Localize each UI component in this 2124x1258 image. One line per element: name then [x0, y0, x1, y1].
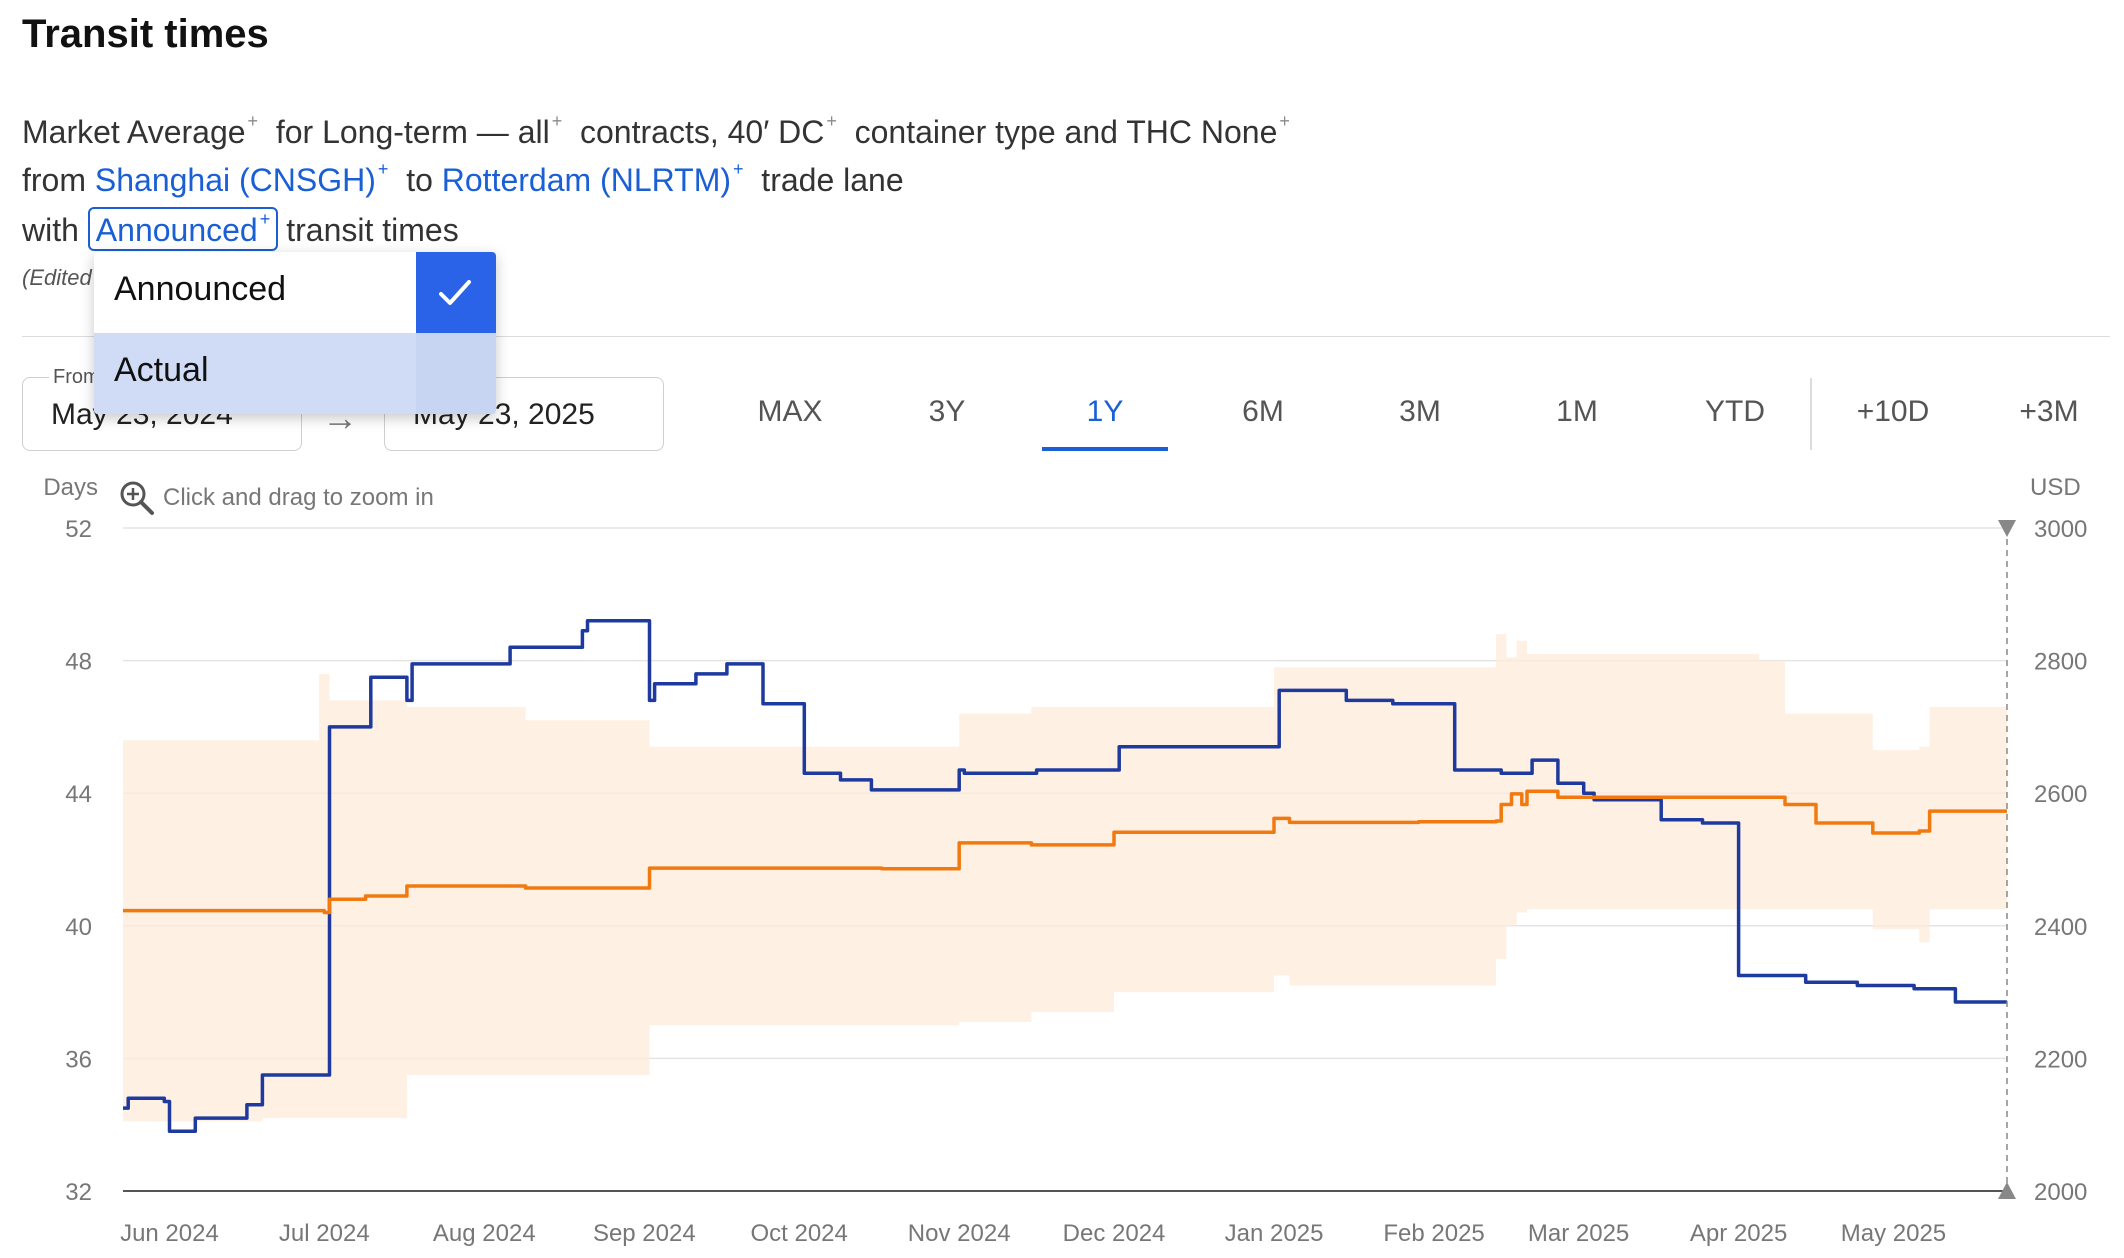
y-left-tick-label: 44 — [65, 781, 92, 808]
x-tick-label: Jul 2024 — [279, 1220, 370, 1247]
option-label: Actual — [114, 351, 209, 389]
plus-icon: + — [1279, 111, 1290, 131]
y-right-tick-label: 3000 — [2034, 516, 2087, 543]
from-label: from — [22, 162, 86, 198]
forecast-tab-3m[interactable]: +3M — [2019, 395, 2079, 428]
date-to-field[interactable]: May 23, 2025 — [384, 377, 664, 451]
thc-selector[interactable]: None + — [1200, 111, 1290, 150]
y-right-tick-label: 2200 — [2034, 1046, 2087, 1073]
with-label: with — [22, 212, 79, 248]
description-line-1: Market Average + for Long-term — all + con… — [22, 111, 1290, 151]
y-left-tick-label: 32 — [65, 1179, 92, 1206]
x-tick-label: Jan 2025 — [1225, 1220, 1324, 1247]
container-selector[interactable]: 40′ DC + — [727, 111, 837, 150]
option-checkbox-checked[interactable] — [416, 252, 496, 333]
y-right-tick-label: 2400 — [2034, 914, 2087, 941]
y-left-tick-label: 48 — [65, 649, 92, 676]
date-from-caption: From — [49, 366, 104, 389]
page-title: Transit times — [22, 12, 269, 56]
y-right-tick-label: 2600 — [2034, 781, 2087, 808]
forecast-tab-10d[interactable]: +10D — [1856, 395, 1930, 428]
range-tab-3m[interactable]: 3M — [1399, 395, 1441, 428]
plus-icon: + — [377, 159, 389, 179]
zoom-hint: Click and drag to zoom in — [120, 481, 434, 515]
zoom-hint-text: Click and drag to zoom in — [163, 484, 434, 511]
axis-layer: 52 48 44 40 36 32 3000 2800 2600 2400 2200 2000 Days… — [43, 474, 2087, 1247]
y-right-axis-label: USD — [2030, 474, 2081, 501]
average-selector[interactable]: Average + — [126, 111, 259, 150]
divider — [22, 336, 2110, 337]
price-range-band — [123, 634, 2007, 1122]
active-range-indicator — [1042, 447, 1168, 451]
x-tick-label: Mar 2025 — [1528, 1220, 1629, 1247]
edited-note: (Edited — [22, 265, 92, 290]
y-left-axis-label: Days — [43, 474, 98, 501]
description-line-2: from Shanghai (CNSGH) + to Rotterdam (NLR… — [22, 159, 904, 199]
checkmark-icon — [439, 280, 471, 305]
range-tab-1m[interactable]: 1M — [1556, 395, 1598, 428]
range-tab-6m[interactable]: 6M — [1242, 395, 1284, 428]
range-tab-ytd[interactable]: YTD — [1705, 395, 1765, 428]
transit-type-dropdown: Announced Actual — [94, 252, 496, 414]
contract-selector[interactable]: Long-term — all + — [322, 111, 563, 150]
option-label: Announced — [114, 270, 287, 308]
dropdown-option-announced[interactable]: Announced — [94, 252, 496, 333]
x-tick-label: Aug 2024 — [433, 1220, 536, 1247]
x-tick-label: Feb 2025 — [1383, 1220, 1484, 1247]
trade-lane-label: trade lane — [761, 162, 904, 198]
lines-layer — [123, 619, 2007, 1134]
range-tab-3y[interactable]: 3Y — [928, 395, 966, 428]
y-left-tick-label: 40 — [65, 914, 92, 941]
plus-icon: + — [247, 111, 259, 131]
x-tick-label: Dec 2024 — [1063, 1220, 1166, 1247]
price-line — [123, 789, 2007, 915]
range-tab-1y[interactable]: 1Y — [1086, 395, 1124, 428]
x-tick-label: May 2025 — [1841, 1220, 1946, 1247]
y-right-tick-label: 2000 — [2034, 1179, 2087, 1206]
range-tab-max[interactable]: MAX — [757, 395, 823, 428]
transit-time-line — [123, 619, 2007, 1134]
contracts-label: contracts, — [580, 114, 719, 150]
plus-icon: + — [259, 209, 271, 229]
market-label: Market — [22, 114, 120, 150]
x-tick-label: Apr 2025 — [1690, 1220, 1787, 1247]
triangle-up-icon — [1998, 1182, 2016, 1199]
dropdown-option-actual[interactable]: Actual — [94, 333, 496, 414]
y-left-tick-label: 52 — [65, 516, 92, 543]
y-right-tick-label: 2800 — [2034, 649, 2087, 676]
plus-icon: + — [826, 111, 837, 131]
zoom-in-icon — [120, 481, 146, 507]
origin-port-link[interactable]: Shanghai (CNSGH) + — [94, 159, 389, 198]
x-tick-label: Sep 2024 — [593, 1220, 696, 1247]
transit-type-selector[interactable]: Announced + — [87, 207, 279, 251]
x-tick-label: Oct 2024 — [750, 1220, 847, 1247]
y-left-tick-label: 36 — [65, 1046, 92, 1073]
plus-icon: + — [551, 111, 563, 131]
triangle-down-icon — [1998, 520, 2016, 537]
tabs-separator — [1810, 378, 1812, 450]
option-checkbox-unchecked[interactable] — [416, 333, 496, 414]
description-line-3: with Announced + transit times — [22, 207, 459, 251]
x-tick-label: Nov 2024 — [908, 1220, 1011, 1247]
transit-time-chart[interactable]: 52 48 44 40 36 32 3000 2800 2600 2400 2200 2000 Days… — [0, 460, 2124, 1258]
to-label: to — [406, 162, 433, 198]
x-tick-label: Jun 2024 — [120, 1220, 219, 1247]
transit-times-label: transit times — [286, 212, 459, 248]
destination-port-link[interactable]: Rotterdam (NLRTM) + — [441, 159, 744, 198]
plus-icon: + — [733, 159, 744, 179]
zoom-icon-handle — [139, 500, 154, 515]
for-label: for — [275, 114, 314, 150]
container-type-label: container type and THC — [854, 114, 1192, 150]
